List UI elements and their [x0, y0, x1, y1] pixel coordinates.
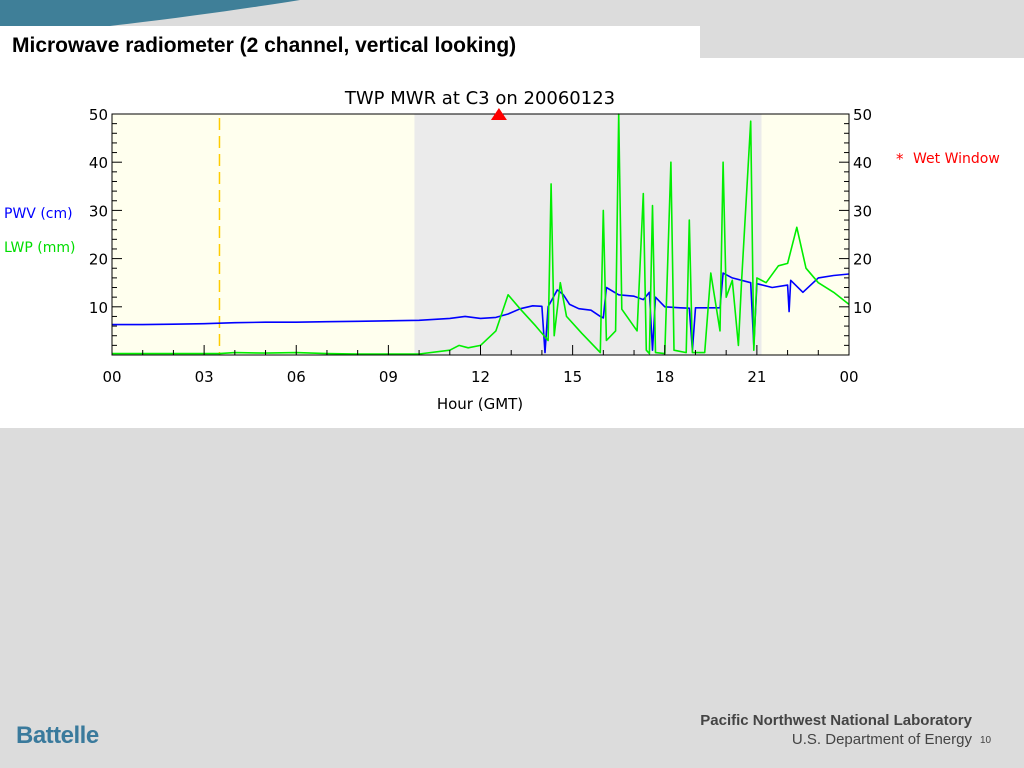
x-tick-label: 00 [102, 368, 121, 386]
y-tick-label-right: 20 [853, 251, 872, 269]
legend: * Wet Window [896, 150, 1000, 168]
title-box [0, 26, 700, 66]
x-tick-label: 21 [747, 368, 766, 386]
pnnl-name: Pacific Northwest National Laboratory [700, 712, 972, 729]
x-tick-label: 15 [563, 368, 582, 386]
y-tick-label-left: 50 [89, 106, 108, 124]
slide-title: Microwave radiometer (2 channel, vertica… [12, 34, 517, 57]
y-tick-label-right: 10 [853, 299, 872, 317]
shade-region-day-2 [761, 114, 849, 355]
chart-title: TWP MWR at C3 on 20060123 [344, 88, 615, 109]
series-line-lwp [112, 113, 850, 355]
legend-marker: * [896, 150, 904, 168]
y-tick-label-right: 30 [853, 202, 872, 220]
x-tick-label: 00 [839, 368, 858, 386]
doe-name: U.S. Department of Energy [791, 731, 972, 748]
mwr-chart: 10 10 20 20 30 30 40 40 50 50 00 03 06 09 12 15 18 21 00 T… [4, 88, 1000, 413]
wet-window-marker [490, 108, 507, 120]
y-label-pwv: PWV (cm) [4, 206, 73, 222]
y-tick-label-left: 10 [89, 299, 108, 317]
legend-label: Wet Window [913, 151, 1000, 167]
y-tick-label-left: 30 [89, 202, 108, 220]
y-tick-label-right: 50 [853, 106, 872, 124]
battelle-logo: Battelle [16, 722, 99, 749]
x-axis-label: Hour (GMT) [437, 395, 523, 413]
y-label-lwp: LWP (mm) [4, 240, 75, 256]
y-tick-label-left: 20 [89, 251, 108, 269]
x-tick-label: 09 [379, 368, 398, 386]
axis-layer: 10 10 20 20 30 30 40 40 50 50 00 03 06 09 12 15 18 21 00 [89, 106, 872, 386]
series-layer [112, 113, 850, 355]
x-tick-label: 12 [471, 368, 490, 386]
header-swoosh-shape [0, 0, 300, 26]
shade-region-day-0 [112, 114, 415, 355]
y-tick-label-right: 40 [853, 154, 872, 172]
slide-number: 10 [980, 735, 992, 746]
y-tick-label-left: 40 [89, 154, 108, 172]
header-swoosh [0, 0, 300, 26]
shade-region-night-1 [414, 114, 762, 355]
x-tick-label: 06 [287, 368, 306, 386]
x-tick-label: 18 [655, 368, 674, 386]
title-rule [700, 58, 1024, 60]
shaded-regions [112, 114, 849, 355]
x-tick-label: 03 [195, 368, 214, 386]
